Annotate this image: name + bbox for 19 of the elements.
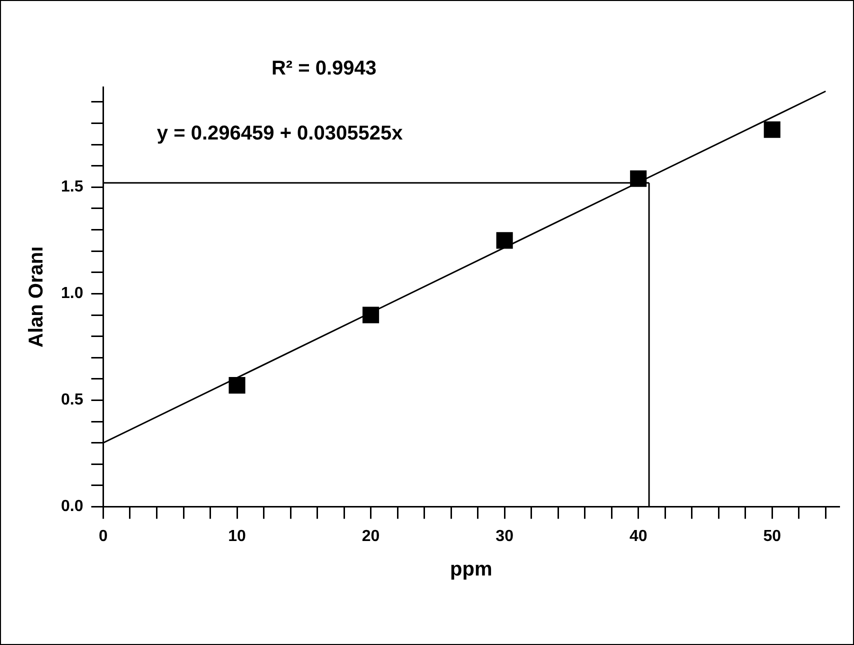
- y-tick-label: 0.5: [60, 392, 84, 409]
- x-tick-label: 40: [629, 528, 648, 545]
- y-tick-label: 1.0: [60, 285, 84, 302]
- x-tick-label: 30: [496, 528, 514, 545]
- point: [630, 170, 647, 187]
- text: R² = 0.9943: [271, 58, 377, 80]
- point: [764, 121, 780, 138]
- point: [496, 232, 513, 249]
- x-tick-label: 10: [228, 528, 246, 545]
- x-tick-label: 0: [98, 528, 108, 545]
- y-tick-label: 0.0: [60, 498, 84, 516]
- x-tick-label: 20: [362, 528, 380, 545]
- x-tick-label: 50: [763, 528, 782, 545]
- point: [362, 306, 380, 324]
- y-axis-title: Alan Oranı: [26, 246, 48, 348]
- x-axis-title: ppm: [450, 558, 492, 581]
- y-tick-label: 1.5: [60, 178, 84, 196]
- annotation: y = 0.296459 + 0.0305525x: [156, 122, 403, 145]
- point: [228, 377, 246, 394]
